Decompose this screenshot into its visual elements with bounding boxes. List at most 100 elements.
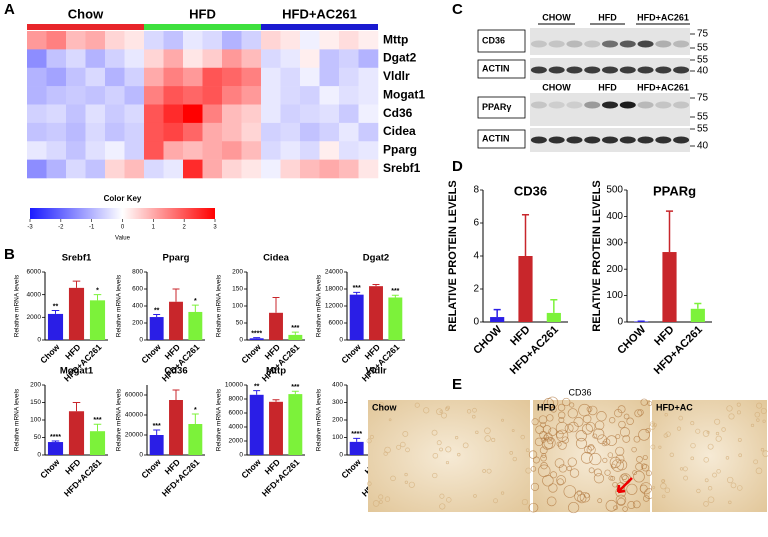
- bar: [249, 394, 264, 455]
- significance-label: ***: [353, 285, 361, 292]
- blot-label: ACTIN: [482, 63, 510, 73]
- blot-header: CHOW: [542, 82, 571, 92]
- significance-label: *: [96, 288, 99, 295]
- y-axis-label: Relative mRNA levels: [116, 388, 123, 451]
- heatmap-cell: [202, 122, 223, 142]
- tissue-texture: [737, 437, 742, 442]
- tissue-texture: [617, 405, 626, 414]
- chart-title: PPARg: [653, 183, 696, 198]
- bar: [349, 294, 364, 340]
- tissue-texture: [725, 456, 730, 460]
- tissue-texture: [400, 441, 406, 448]
- marker-label: 40: [697, 66, 709, 77]
- tissue-texture: [568, 421, 579, 433]
- tissue-texture: [703, 501, 709, 507]
- tissue-texture: [650, 444, 656, 450]
- y-tick-label: 60000: [125, 392, 143, 399]
- bar: [518, 256, 533, 322]
- tissue-texture: [730, 482, 737, 489]
- heatmap-cell: [163, 159, 184, 179]
- bar: [68, 411, 85, 455]
- heatmap-cell: [46, 104, 67, 124]
- heatmap-cell: [144, 159, 164, 179]
- tissue-texture: [556, 475, 566, 485]
- tissue-texture: [642, 455, 648, 461]
- tissue-texture: [615, 486, 627, 498]
- heatmap-cell: [241, 159, 262, 179]
- heatmap-cell: [85, 31, 106, 50]
- tissue-texture: [678, 415, 684, 421]
- tissue-texture: [512, 456, 517, 462]
- tissue-texture: [543, 398, 554, 409]
- significance-label: ***: [153, 423, 161, 430]
- heatmap-cell: [319, 31, 340, 50]
- heatmap-cell: [202, 67, 223, 87]
- heatmap-cell: [358, 67, 379, 87]
- blot-label: ACTIN: [482, 133, 510, 143]
- heatmap-cell: [261, 159, 281, 179]
- tissue-texture: [683, 475, 689, 481]
- heatmap-cell: [66, 141, 86, 160]
- bar: [47, 313, 64, 340]
- heatmap-cell: [261, 104, 281, 124]
- tissue-texture: [728, 413, 735, 420]
- heatmap-cell: [222, 159, 242, 179]
- group-bar: [144, 24, 261, 30]
- tissue-texture: [664, 487, 671, 493]
- significance-label: **: [254, 383, 260, 390]
- tissue-texture: [609, 417, 616, 424]
- blot-band: [584, 136, 601, 144]
- blot-band: [584, 40, 601, 48]
- tissue-texture: [760, 448, 765, 452]
- heatmap-cell: [319, 49, 340, 69]
- blot-band: [548, 136, 565, 144]
- tissue-texture: [579, 492, 591, 503]
- heatmap-cell: [358, 122, 379, 142]
- tissue-texture: [586, 406, 593, 413]
- tissue-texture: [543, 436, 556, 449]
- bar: [188, 424, 203, 455]
- tissue-texture: [608, 475, 614, 481]
- tissue-texture: [617, 497, 626, 507]
- heatmap-cell: [85, 159, 106, 179]
- heatmap-cell: [66, 104, 86, 124]
- heatmap-cell: [241, 104, 262, 124]
- blot-band: [602, 136, 618, 144]
- heatmap-cell: [222, 104, 242, 124]
- heatmap-cell: [261, 86, 281, 105]
- heatmap-cell: [85, 141, 106, 160]
- heatmap-cell: [46, 122, 67, 142]
- tissue-texture: [575, 437, 587, 449]
- marker-label: 55: [697, 124, 709, 135]
- heatmap-cell: [144, 31, 164, 50]
- tissue-texture: [706, 430, 710, 434]
- y-tick-label: 300: [332, 399, 343, 406]
- error-bar: [291, 390, 299, 395]
- heatmap-cell: [66, 159, 86, 179]
- group-bar: [27, 24, 144, 30]
- y-tick-label: 4000: [27, 291, 42, 298]
- tissue-texture: [594, 468, 602, 477]
- tissue-texture: [482, 469, 487, 473]
- tissue-texture: [484, 427, 491, 435]
- blot-header: CHOW: [542, 12, 571, 22]
- blot-band: [637, 66, 654, 74]
- heatmap-cell: [105, 159, 125, 179]
- heatmap-cell: [27, 49, 47, 69]
- heatmap-cell: [85, 86, 106, 105]
- tissue-texture: [558, 417, 565, 423]
- bar: [169, 400, 183, 455]
- tissue-texture: [638, 428, 650, 441]
- heatmap-cell: [163, 86, 184, 105]
- bar: [388, 297, 403, 340]
- tissue-texture: [557, 403, 566, 412]
- tissue-texture: [520, 434, 525, 440]
- heatmap-cell: [163, 31, 184, 50]
- tissue-texture: [707, 443, 714, 450]
- blot-band: [619, 136, 636, 144]
- tissue-texture: [640, 398, 648, 406]
- blot-band: [530, 40, 547, 48]
- tissue-texture: [486, 468, 492, 474]
- tissue-texture: [445, 406, 450, 411]
- blot-band: [673, 136, 690, 144]
